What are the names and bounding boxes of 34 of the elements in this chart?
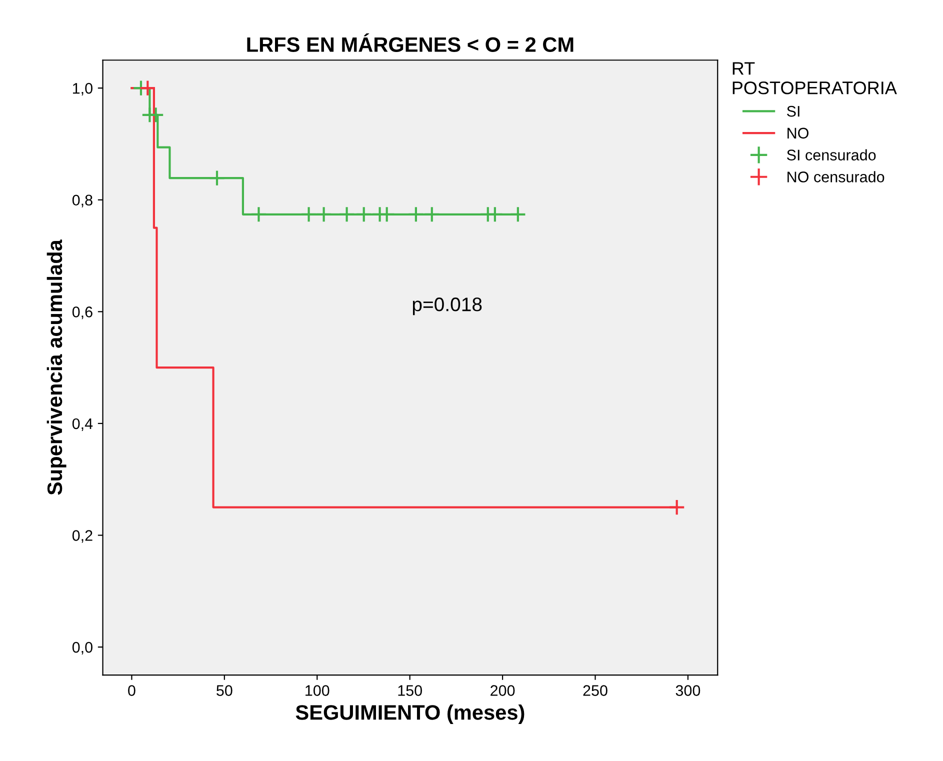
legend-title: RT POSTOPERATORIA [732, 62, 897, 94]
point [300, 206, 318, 223]
point [250, 206, 268, 223]
legend-label: NO [788, 128, 808, 139]
y-axis-title: Supervivencia acumulada [46, 239, 66, 495]
x-tick-label: 200 [490, 685, 515, 696]
y-tick-label: 0,8 [72, 194, 92, 208]
legend-label: SI censurado [786, 149, 876, 160]
point [338, 206, 356, 223]
x-tick-label: 150 [398, 685, 422, 696]
y-tick-label: 0,6 [72, 306, 92, 320]
legend-label: NO censurado [788, 171, 884, 182]
point [378, 206, 396, 223]
point [208, 170, 226, 186]
point [315, 206, 332, 223]
y-tick-label: 0,0 [72, 642, 92, 655]
x-tick-label: 300 [676, 685, 700, 696]
point [668, 498, 686, 516]
chart-title: LRFS EN MÁRGENES < O = 2 CM [247, 33, 574, 52]
x-tick-label: 0 [128, 685, 136, 696]
x-tick-label: 250 [583, 685, 608, 696]
point [139, 80, 156, 96]
y-tick-label: 0,4 [72, 418, 93, 431]
point [356, 206, 372, 223]
x-tick-label: 50 [216, 685, 232, 696]
legend-label: SI [786, 106, 800, 117]
x-tick-label: 100 [306, 685, 330, 696]
point [408, 206, 424, 223]
annotation: p=0.018 [412, 298, 482, 316]
x-axis-title: SEGUIMIENTO (meses) [296, 704, 524, 724]
point [510, 206, 526, 223]
y-tick-label: 1,0 [72, 82, 92, 96]
y-tick-label: 0,2 [72, 530, 92, 543]
point [424, 206, 440, 223]
